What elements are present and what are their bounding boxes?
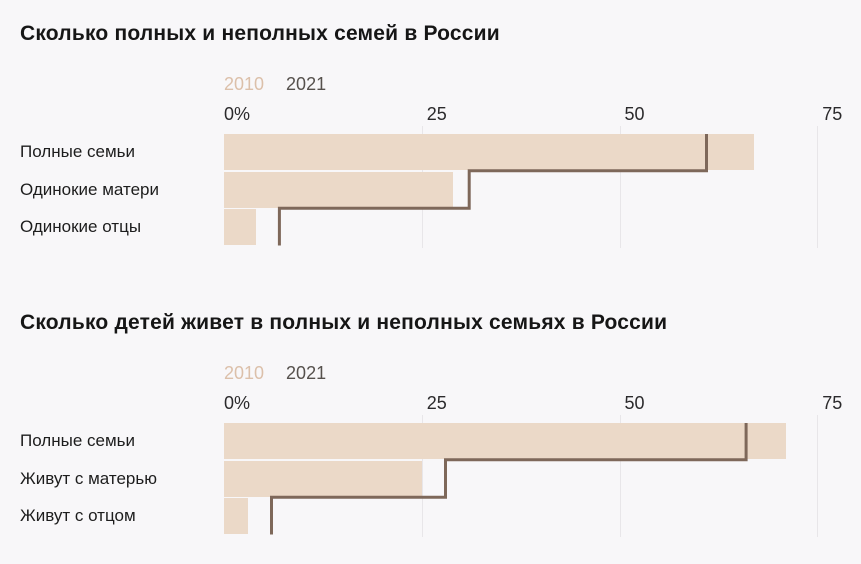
axis-tick-25: 25 bbox=[426, 393, 447, 413]
chart-title: Сколько детей живет в полных и неполных … bbox=[20, 311, 668, 334]
axis-tick-75: 75 bbox=[822, 393, 843, 413]
families-chart: Сколько полных и неполных семей в России… bbox=[0, 22, 861, 252]
axis-tick-50: 50 bbox=[624, 104, 645, 124]
gridline-50 bbox=[619, 126, 621, 248]
category-label: Живут с отцом bbox=[20, 506, 136, 525]
axis-tick-75: 75 bbox=[822, 104, 843, 124]
chart-title: Сколько полных и неполных семей в России bbox=[20, 22, 500, 45]
children-chart: Сколько детей живет в полных и неполных … bbox=[0, 311, 861, 541]
axis-tick-50: 50 bbox=[624, 393, 645, 413]
stepline-2021 bbox=[270, 423, 748, 535]
bar-2010-row2 bbox=[224, 209, 256, 245]
legend-item-2010: 2010 bbox=[224, 74, 265, 94]
axis-tick-0: 0% bbox=[224, 104, 251, 124]
stepline-path bbox=[270, 423, 748, 535]
category-label: Полные семьи bbox=[20, 431, 135, 450]
category-label: Одинокие матери bbox=[20, 179, 159, 199]
bar-2010-row1 bbox=[224, 171, 454, 208]
category-label: Живут с матерью bbox=[20, 468, 157, 488]
plot-area bbox=[224, 126, 841, 248]
gridline-75 bbox=[817, 415, 819, 537]
x-axis: 0% 25 50 75 bbox=[224, 104, 843, 126]
plot-area bbox=[224, 415, 841, 537]
legend-item-2021: 2021 bbox=[286, 74, 327, 94]
bar-2010-row1 bbox=[224, 460, 422, 497]
stepline-2021 bbox=[277, 134, 708, 246]
gridline-75 bbox=[817, 126, 819, 248]
legend-item-2010: 2010 bbox=[224, 363, 265, 383]
category-labels: Полные семьи Живут с матерью Живут с отцом bbox=[20, 415, 220, 537]
gridline-25 bbox=[421, 415, 423, 537]
stepline-path bbox=[277, 134, 708, 246]
category-labels: Полные семьи Одинокие матери Одинокие отцы bbox=[20, 126, 220, 248]
bar-2010-row0 bbox=[224, 134, 754, 170]
category-label: Одинокие отцы bbox=[20, 217, 142, 236]
gridline-50 bbox=[619, 415, 621, 537]
bar-2010-row2 bbox=[224, 498, 248, 534]
x-axis: 0% 25 50 75 bbox=[224, 393, 843, 415]
axis-tick-0: 0% bbox=[224, 393, 251, 413]
category-label: Полные семьи bbox=[20, 142, 135, 161]
axis-tick-25: 25 bbox=[426, 104, 447, 124]
legend-item-2021: 2021 bbox=[286, 363, 327, 383]
bar-2010-row0 bbox=[224, 423, 786, 459]
chart-legend: 2010 2021 bbox=[224, 363, 326, 384]
chart-legend: 2010 2021 bbox=[224, 74, 326, 95]
